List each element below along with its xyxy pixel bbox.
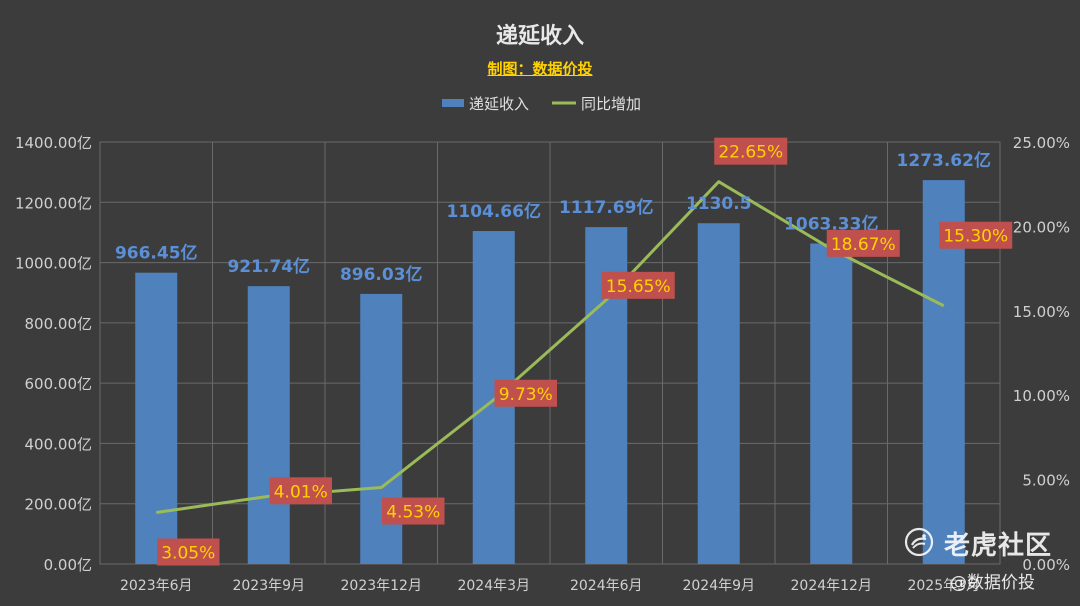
left-tick-label: 0.00亿	[44, 556, 92, 574]
right-tick-label: 15.00%	[1013, 303, 1070, 321]
x-tick-label: 2023年6月	[120, 578, 193, 594]
yoy-badge	[157, 538, 220, 566]
x-axis-ticks: 2023年6月 2023年9月 2023年12月 2024年3月 2024年6月 2024…	[120, 578, 980, 594]
left-tick-label: 600.00亿	[25, 375, 93, 393]
chart-subtitle: 制图：数据价投	[487, 60, 593, 78]
yoy-badge-label: 3.05%	[161, 544, 215, 564]
bar-value-label: 921.74亿	[227, 256, 310, 277]
bar	[810, 243, 853, 564]
yoy-badge	[826, 229, 900, 257]
x-tick-label: 2025年3月	[907, 578, 980, 594]
yoy-badge	[714, 137, 788, 165]
left-tick-label: 400.00亿	[25, 435, 93, 453]
bar-value-label: 896.03亿	[340, 264, 423, 285]
yoy-badge	[269, 477, 332, 505]
yoy-badge-label: 4.01%	[274, 482, 328, 502]
right-tick-label: 25.00%	[1013, 134, 1070, 152]
left-tick-label: 1200.00亿	[15, 194, 92, 212]
bar-label-layer: 966.45亿 921.74亿 896.03亿 1104.66亿 1117.69亿 113…	[115, 150, 991, 285]
bar-value-label: 1130.5	[686, 194, 752, 214]
bar	[135, 272, 178, 564]
yoy-badge-label: 15.65%	[606, 277, 671, 297]
x-tick-label: 2024年6月	[570, 578, 643, 594]
chart-title: 递延收入	[495, 24, 584, 49]
yoy-badge	[494, 379, 557, 407]
right-axis-ticks: 0.00% 5.00% 10.00% 15.00% 20.00% 25.00%	[1013, 134, 1070, 574]
legend-bar-label: 递延收入	[469, 95, 529, 113]
left-axis-ticks: 0.00亿 200.00亿 400.00亿 600.00亿 800.00亿 1000.00…	[15, 134, 92, 574]
right-tick-label: 10.00%	[1013, 387, 1070, 405]
right-tick-label: 5.00%	[1022, 472, 1070, 490]
bars-layer	[135, 180, 965, 565]
yoy-badge-label: 18.67%	[831, 235, 896, 255]
legend: 递延收入 同比增加	[442, 95, 641, 113]
x-tick-label: 2024年3月	[457, 578, 530, 594]
legend-bar-swatch	[442, 99, 464, 107]
right-tick-label: 0.00%	[1022, 556, 1070, 574]
left-tick-label: 1000.00亿	[15, 255, 92, 273]
left-tick-label: 1400.00亿	[15, 134, 92, 152]
x-tick-label: 2023年9月	[232, 578, 305, 594]
yoy-badge	[601, 271, 675, 299]
bar	[247, 286, 290, 564]
bar-value-label: 1063.33亿	[784, 213, 878, 234]
yoy-badge	[939, 221, 1013, 249]
yoy-badge-label: 4.53%	[386, 503, 440, 523]
bar-value-label: 1273.62亿	[897, 150, 991, 171]
x-tick-label: 2024年9月	[682, 578, 755, 594]
right-tick-label: 20.00%	[1013, 218, 1070, 236]
yoy-badge-label: 9.73%	[499, 385, 553, 405]
left-tick-label: 200.00亿	[25, 496, 93, 514]
yoy-badge	[382, 497, 445, 525]
bar	[697, 223, 740, 565]
bar-value-label: 966.45亿	[115, 243, 198, 264]
legend-line-label: 同比增加	[581, 95, 641, 113]
x-tick-label: 2023年12月	[341, 578, 422, 594]
yoy-badge-label: 15.30%	[943, 227, 1008, 247]
x-tick-label: 2024年12月	[791, 578, 872, 594]
bar-value-label: 1104.66亿	[447, 201, 541, 222]
tiger-logo-icon	[904, 527, 934, 557]
watermark-brand: 老虎社区	[944, 531, 1053, 561]
left-tick-label: 800.00亿	[25, 315, 93, 333]
badge-layer: 3.05% 4.01% 4.53% 9.73% 15.65% 22.65% 18.67% 15…	[157, 137, 1013, 566]
bar-value-label: 1117.69亿	[559, 197, 653, 218]
watermark-handle: @数据价投	[950, 573, 1035, 593]
yoy-badge-label: 22.65%	[718, 143, 783, 163]
